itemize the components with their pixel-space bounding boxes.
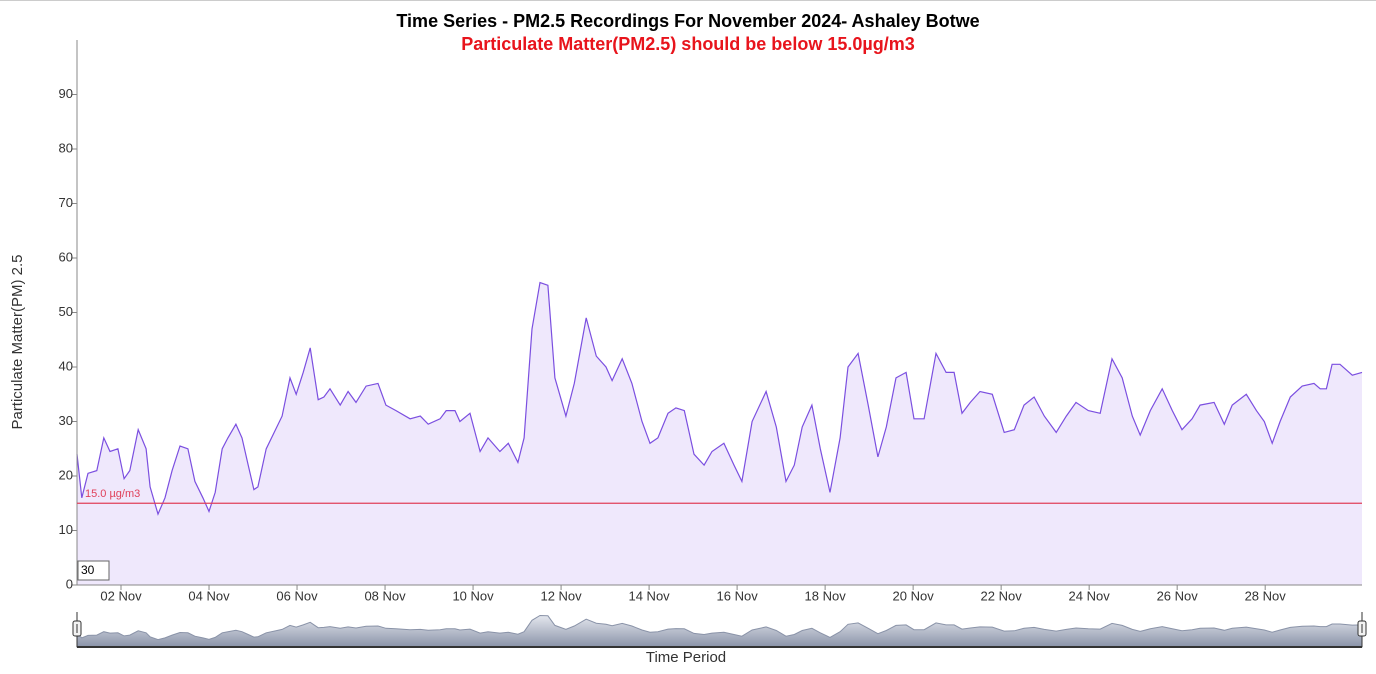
rolling-input [77, 560, 110, 581]
rolling-input-value: 30 [81, 563, 95, 577]
y-tick-label: 40 [59, 358, 73, 373]
x-tick-label: 08 Nov [364, 588, 406, 603]
y-axis-label: Particulate Matter(PM) 2.5 [9, 254, 26, 429]
y-tick-label: 90 [59, 86, 73, 101]
x-tick-label: 18 Nov [805, 588, 847, 603]
x-tick-label: 24 Nov [1069, 588, 1111, 603]
threshold-label: 15.0 µg/m3 [85, 488, 140, 500]
x-tick-label: 28 Nov [1245, 588, 1287, 603]
x-tick-label: 10 Nov [452, 588, 494, 603]
chart-title: Time Series - PM2.5 Recordings For Novem… [396, 11, 979, 31]
x-tick-label: 02 Nov [100, 588, 142, 603]
x-axis-label: Time Period [646, 649, 726, 666]
y-tick-label: 20 [59, 467, 73, 482]
x-tick-label: 22 Nov [981, 588, 1023, 603]
y-tick-label: 50 [59, 304, 73, 319]
area [77, 282, 1362, 585]
y-tick-label: 70 [59, 195, 73, 210]
y-tick-label: 60 [59, 249, 73, 264]
x-tick-label: 26 Nov [1157, 588, 1199, 603]
x-tick-label: 06 Nov [276, 588, 318, 603]
x-tick-label: 14 Nov [628, 588, 670, 603]
y-tick-label: 30 [59, 413, 73, 428]
y-tick-label: 0 [66, 576, 73, 591]
navigator-area [76, 614, 1363, 648]
chart-subtitle: Particulate Matter(PM2.5) should be belo… [461, 34, 914, 54]
line [76, 281, 1363, 516]
x-tick-label: 20 Nov [893, 588, 935, 603]
x-tick-label: 04 Nov [188, 588, 230, 603]
x-tick-label: 16 Nov [717, 588, 759, 603]
y-tick-label: 80 [59, 140, 73, 155]
y-tick-label: 10 [59, 522, 73, 537]
x-tick-label: 12 Nov [540, 588, 582, 603]
